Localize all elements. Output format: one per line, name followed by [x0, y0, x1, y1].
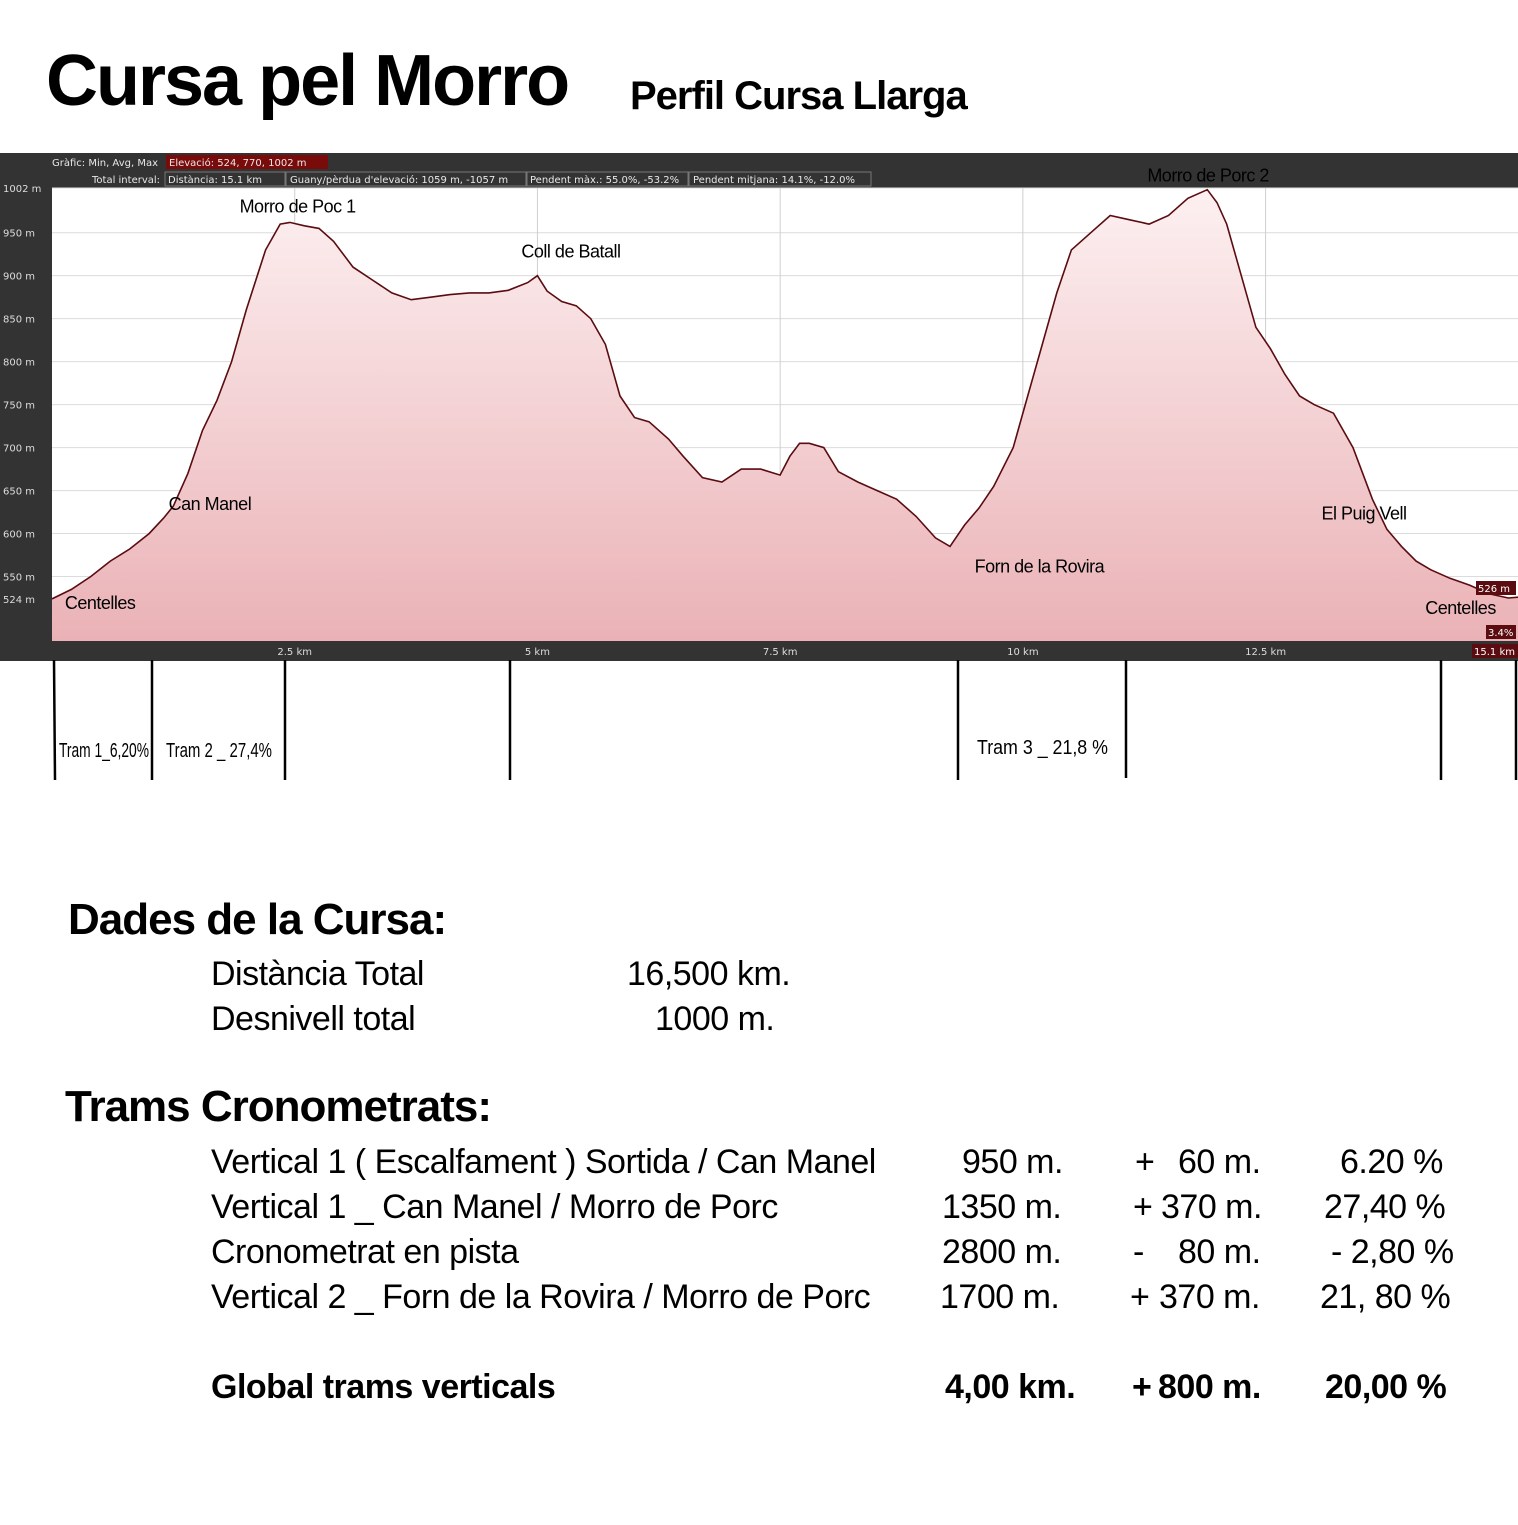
dades-elevation-label: Desnivell total: [211, 1000, 416, 1038]
place-label: Centelles: [1425, 598, 1496, 618]
y-tick-label: 800 m: [3, 358, 35, 369]
tram-1-label: Tram 1_6,20%: [59, 740, 149, 762]
x-tick-label: 5 km: [525, 647, 550, 658]
dades-distance-value: 16,500 km.: [627, 955, 791, 993]
row-2-name: Vertical 1 _ Can Manel / Morro de Porc: [211, 1188, 778, 1226]
row-4-pct: 21, 80 %: [1320, 1278, 1451, 1316]
readout-elevation: 526 m: [1478, 584, 1510, 595]
row-2-elev: 370 m.: [1161, 1188, 1262, 1226]
y-axis-labels: 1002 m 950 m 900 m 850 m 800 m 750 m 700 m 650 …: [3, 184, 41, 606]
row-2-dist: 1350 m.: [942, 1188, 1062, 1226]
elevation-chart: Gràfic: Min, Avg, Max Elevació: 524, 770…: [0, 153, 1518, 661]
y-tick-label: 900 m: [3, 272, 35, 283]
place-label: Coll de Batall: [521, 242, 620, 262]
global-dist: 4,00 km.: [945, 1368, 1076, 1406]
page-subtitle: Perfil Cursa Llarga: [630, 74, 968, 118]
x-tick-label: 7.5 km: [763, 647, 798, 658]
place-label: El Puig Vell: [1321, 503, 1406, 523]
elevation-area: [52, 189, 1518, 641]
chart-info-bar: Gràfic: Min, Avg, Max Elevació: 524, 770…: [52, 155, 872, 187]
row-1-sign: +: [1135, 1143, 1155, 1181]
y-tick-label: 550 m: [3, 573, 35, 584]
global-elev: 800 m.: [1158, 1368, 1261, 1406]
row-3-pct: - 2,80 %: [1331, 1233, 1454, 1271]
info-row2-distance: Distància: 15.1 km: [168, 174, 262, 186]
dades-elevation-value: 1000 m.: [655, 1000, 775, 1038]
readout-elevation-box: [1476, 581, 1516, 595]
place-label: Morro de Poc 1: [240, 196, 357, 216]
row-3-elev: 80 m.: [1178, 1233, 1261, 1271]
cronometrats-heading: Trams Cronometrats:: [65, 1082, 492, 1131]
dades-heading: Dades de la Cursa:: [68, 895, 447, 944]
place-label: Forn de la Rovira: [975, 556, 1106, 576]
info-row2-gain: Guany/pèrdua d'elevació: 1059 m, -1057 m: [290, 174, 508, 186]
distance-info-box: [164, 171, 286, 187]
row-3-dist: 2800 m.: [942, 1233, 1062, 1271]
y-tick-label: 1002 m: [3, 184, 41, 195]
info-row1-elevation: Elevació: 524, 770, 1002 m: [169, 157, 307, 169]
row-4-elev: 370 m.: [1159, 1278, 1260, 1316]
readout-slope: 3.4%: [1488, 628, 1513, 639]
place-label: Centelles: [65, 593, 136, 613]
page-title: Cursa pel Morro: [46, 41, 570, 121]
row-4-sign: +: [1130, 1278, 1150, 1316]
tram-markers: Tram 1_6,20% Tram 2 _ 27,4% Tram 3 _ 21,…: [52, 660, 1518, 781]
maxslope-info-box: [526, 171, 689, 187]
place-label: Morro de Porc 2: [1147, 166, 1269, 186]
x-tick-label: 2.5 km: [277, 647, 312, 658]
readout-distance-box: [1472, 644, 1518, 658]
row-2-sign: +: [1133, 1188, 1153, 1226]
global-sign: +: [1132, 1368, 1152, 1406]
gain-info-box: [285, 171, 527, 187]
row-3-sign: -: [1133, 1233, 1144, 1271]
dades-distance-label: Distància Total: [211, 955, 425, 993]
x-tick-label: 12.5 km: [1245, 647, 1286, 658]
row-4-dist: 1700 m.: [940, 1278, 1060, 1316]
global-name: Global trams verticals: [211, 1368, 556, 1406]
row-1-dist: 950 m.: [962, 1143, 1063, 1181]
elevation-info-box: [166, 155, 328, 169]
info-row1-label: Gràfic: Min, Avg, Max: [52, 157, 158, 169]
place-annotations: Centelles Can Manel Morro de Poc 1 Coll de …: [65, 166, 1497, 618]
elevation-line: [51, 188, 1518, 600]
row-3-name: Cronometrat en pista: [211, 1233, 519, 1271]
y-tick-label: 600 m: [3, 530, 35, 541]
row-1-name: Vertical 1 ( Escalfament ) Sortida / Can…: [211, 1143, 876, 1181]
y-tick-label: 700 m: [3, 444, 35, 455]
y-tick-label: 950 m: [3, 229, 35, 240]
avgslope-info-box: [688, 171, 872, 187]
info-row2-avgslope: Pendent mitjana: 14.1%, -12.0%: [693, 175, 855, 186]
end-readouts: 526 m 3.4% 15.1 km: [1472, 581, 1518, 658]
row-1-elev: 60 m.: [1178, 1143, 1261, 1181]
global-pct: 20,00 %: [1325, 1368, 1447, 1406]
y-tick-label: 850 m: [3, 315, 35, 326]
tram-3-label: Tram 3 _ 21,8 %: [977, 737, 1108, 759]
tram-2-label: Tram 2 _ 27,4%: [166, 740, 272, 762]
x-axis-labels: 2.5 km 5 km 7.5 km 10 km 12.5 km: [277, 647, 1286, 658]
x-tick-label: 10 km: [1007, 647, 1038, 658]
readout-slope-box: [1486, 625, 1516, 639]
y-tick-label: 650 m: [3, 487, 35, 498]
readout-distance: 15.1 km: [1474, 647, 1515, 658]
tram-divider: [52, 660, 57, 781]
row-2-pct: 27,40 %: [1324, 1188, 1446, 1226]
row-4-name: Vertical 2 _ Forn de la Rovira / Morro d…: [211, 1278, 871, 1316]
y-tick-label: 750 m: [3, 401, 35, 412]
place-label: Can Manel: [169, 494, 252, 514]
info-row2-maxslope: Pendent màx.: 55.0%, -53.2%: [530, 174, 679, 186]
row-1-pct: 6.20 %: [1340, 1143, 1443, 1181]
info-row2-label: Total interval:: [91, 175, 160, 186]
y-tick-label: 524 m: [3, 595, 35, 606]
